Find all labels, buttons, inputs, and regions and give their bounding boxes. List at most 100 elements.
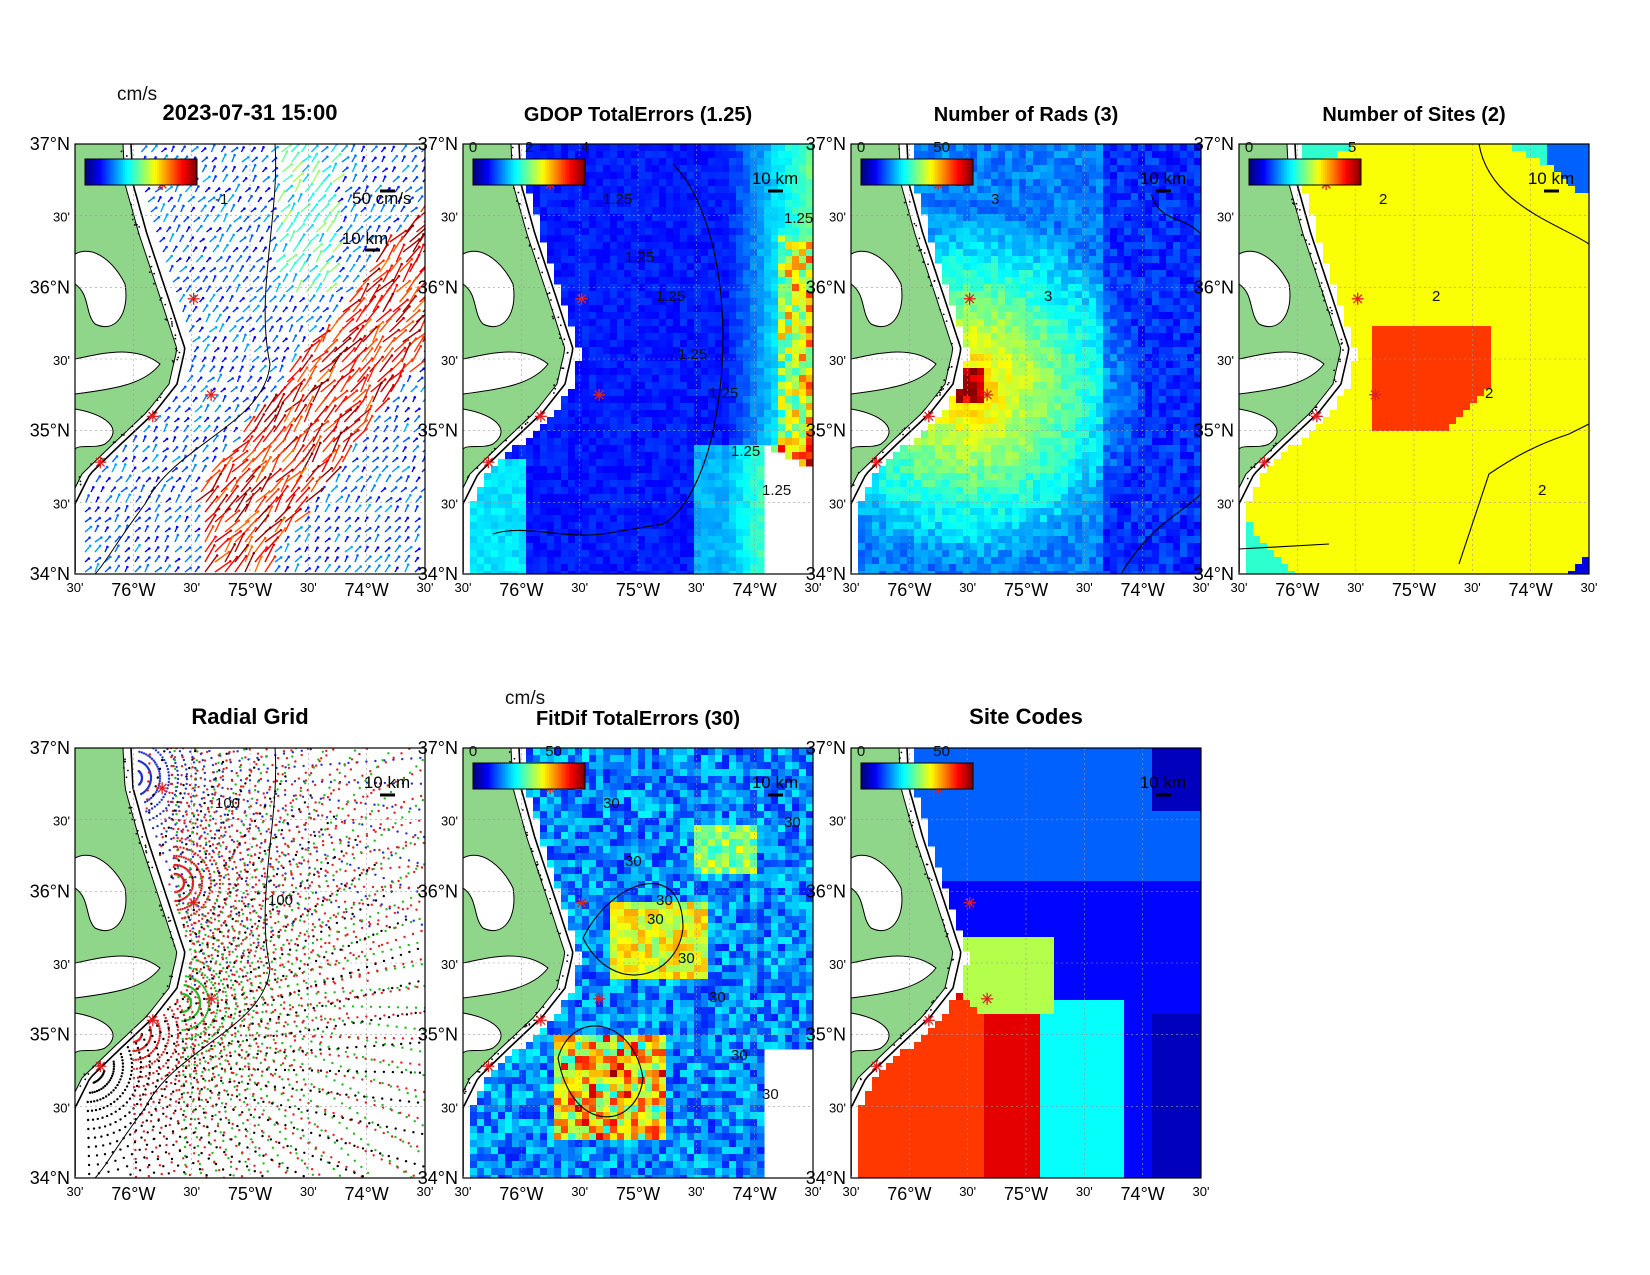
scale-bar-label: 10 km [752,169,798,188]
lon-tick-label: 30' [417,580,434,595]
lat-tick-label: 30' [441,814,458,829]
contour-label: 30 [656,892,673,909]
radar-site-marker [1369,388,1382,401]
lat-tick-label: 37°N [30,738,70,758]
lon-tick-label: 76°W [111,580,155,600]
lat-tick-label: 36°N [418,277,458,297]
panel-radial: Radial Grid 100 100 10 km 37°N 30' 36°N 30' 35°… [30,704,434,1204]
map-gdop[interactable]: 1.25 1.25 1.25 1.25 1.25 1.25 1.25 1.25 0 2 4 10 km… [418,134,822,600]
radar-site-marker [187,292,200,305]
radar-site-marker [981,388,994,401]
contour-label: 30 [678,950,695,967]
contour-label: 1.25 [709,385,738,402]
lon-tick-label: 30' [417,1184,434,1199]
lat-tick-label: 37°N [1194,134,1234,154]
lon-tick-label: 76°W [1275,580,1319,600]
colorbar-tick: 0 [857,743,865,760]
lat-tick-label: 30' [829,353,846,368]
scale-bar: 10 km [1528,169,1574,193]
lat-tick-label: 34°N [418,1168,458,1188]
lon-tick-label: 74°W [345,1184,389,1204]
contour-label: 30 [625,853,642,870]
lon-tick-label: 76°W [499,580,543,600]
lat-tick-label: 35°N [30,421,70,441]
colorbar-tick: 0 [1245,139,1253,156]
lon-tick-label: 30' [959,580,976,595]
radar-site-marker [534,410,547,423]
lat-tick-label: 30' [53,210,70,225]
radar-site-marker [963,896,976,909]
radar-site-marker [963,292,976,305]
radar-site-marker [94,1060,107,1073]
radar-site-marker [156,782,169,795]
colorbar-tick: 0 [857,139,865,156]
scale-bar: 10 km [364,773,410,797]
lat-tick-label: 35°N [806,421,846,441]
panel-title: Radial Grid [191,704,309,729]
contour-label: 1.25 [731,443,760,460]
lat-tick-label: 30' [441,496,458,511]
scale-bar: 10 km [1140,169,1186,193]
lon-tick-label: 74°W [345,580,389,600]
radar-site-marker [575,292,588,305]
scale-bar-label: 10 km [1528,169,1574,188]
lat-tick-label: 30' [53,814,70,829]
colorbar-tick: 4 [581,139,589,156]
colorbar-tick: 50 [545,743,562,760]
contour-label: 2 [1432,288,1440,305]
lat-tick-label: 37°N [806,738,846,758]
radar-site-marker [870,1060,883,1073]
lat-tick-label: 34°N [30,564,70,584]
contour-label: 2 [1485,385,1493,402]
panel-nrads: Number of Rads (3) 3 3 0 50 10 km 37°N 30' 36°N… [806,104,1210,600]
lat-tick-label: 36°N [1194,277,1234,297]
radar-site-marker [575,896,588,909]
lat-tick-label: 34°N [1194,564,1234,584]
map-fitdif[interactable]: 30 30 30 30 30 30 30 30 30 0 50 10 km 37°N 30' 36°N 30'… [418,738,822,1204]
lat-tick-label: 37°N [806,134,846,154]
radar-site-marker [922,1014,935,1027]
panel-nsites: Number of Sites (2) 2 2 2 2 0 5 10 km 37°N 30' 36… [1194,104,1598,600]
scale-bar-label: 10 km [752,773,798,792]
radar-site-marker [534,1014,547,1027]
lon-tick-label: 30' [183,580,200,595]
lon-tick-label: 76°W [111,1184,155,1204]
lat-tick-label: 34°N [30,1168,70,1188]
lon-tick-label: 30' [1193,1184,1210,1199]
lat-tick-label: 36°N [30,277,70,297]
radar-site-marker [1351,292,1364,305]
colorbar: 0 2 4 [469,139,589,186]
lon-tick-label: 30' [183,1184,200,1199]
lon-tick-label: 30' [455,1184,472,1199]
scale-bar-label: 10 km [1140,773,1186,792]
radar-site-marker [593,388,606,401]
lon-tick-label: 74°W [1121,580,1165,600]
contour-label: 30 [709,989,726,1006]
colorbar-tick: 0 [469,139,477,156]
radar-site-marker [94,456,107,469]
scale-bar: 10 km [1140,773,1186,797]
lat-tick-label: 30' [1217,210,1234,225]
lon-tick-label: 30' [67,1184,84,1199]
radar-site-marker [593,992,606,1005]
lat-tick-label: 35°N [1194,421,1234,441]
lon-tick-label: 30' [1076,580,1093,595]
lon-tick-label: 74°W [1509,580,1553,600]
radar-site-marker [482,456,495,469]
scale-bar-label: 10 km [364,773,410,792]
contour-label: 1.25 [656,288,685,305]
lat-tick-label: 30' [1217,353,1234,368]
panel-title: FitDif TotalErrors (30) [535,708,741,730]
radar-site-marker [981,992,994,1005]
colorbar-tick: 5 [1348,139,1356,156]
lat-tick-label: 30' [53,496,70,511]
lon-tick-label: 76°W [499,1184,543,1204]
lat-tick-label: 36°N [30,881,70,901]
scale-bar-label: 10 km [342,229,388,248]
